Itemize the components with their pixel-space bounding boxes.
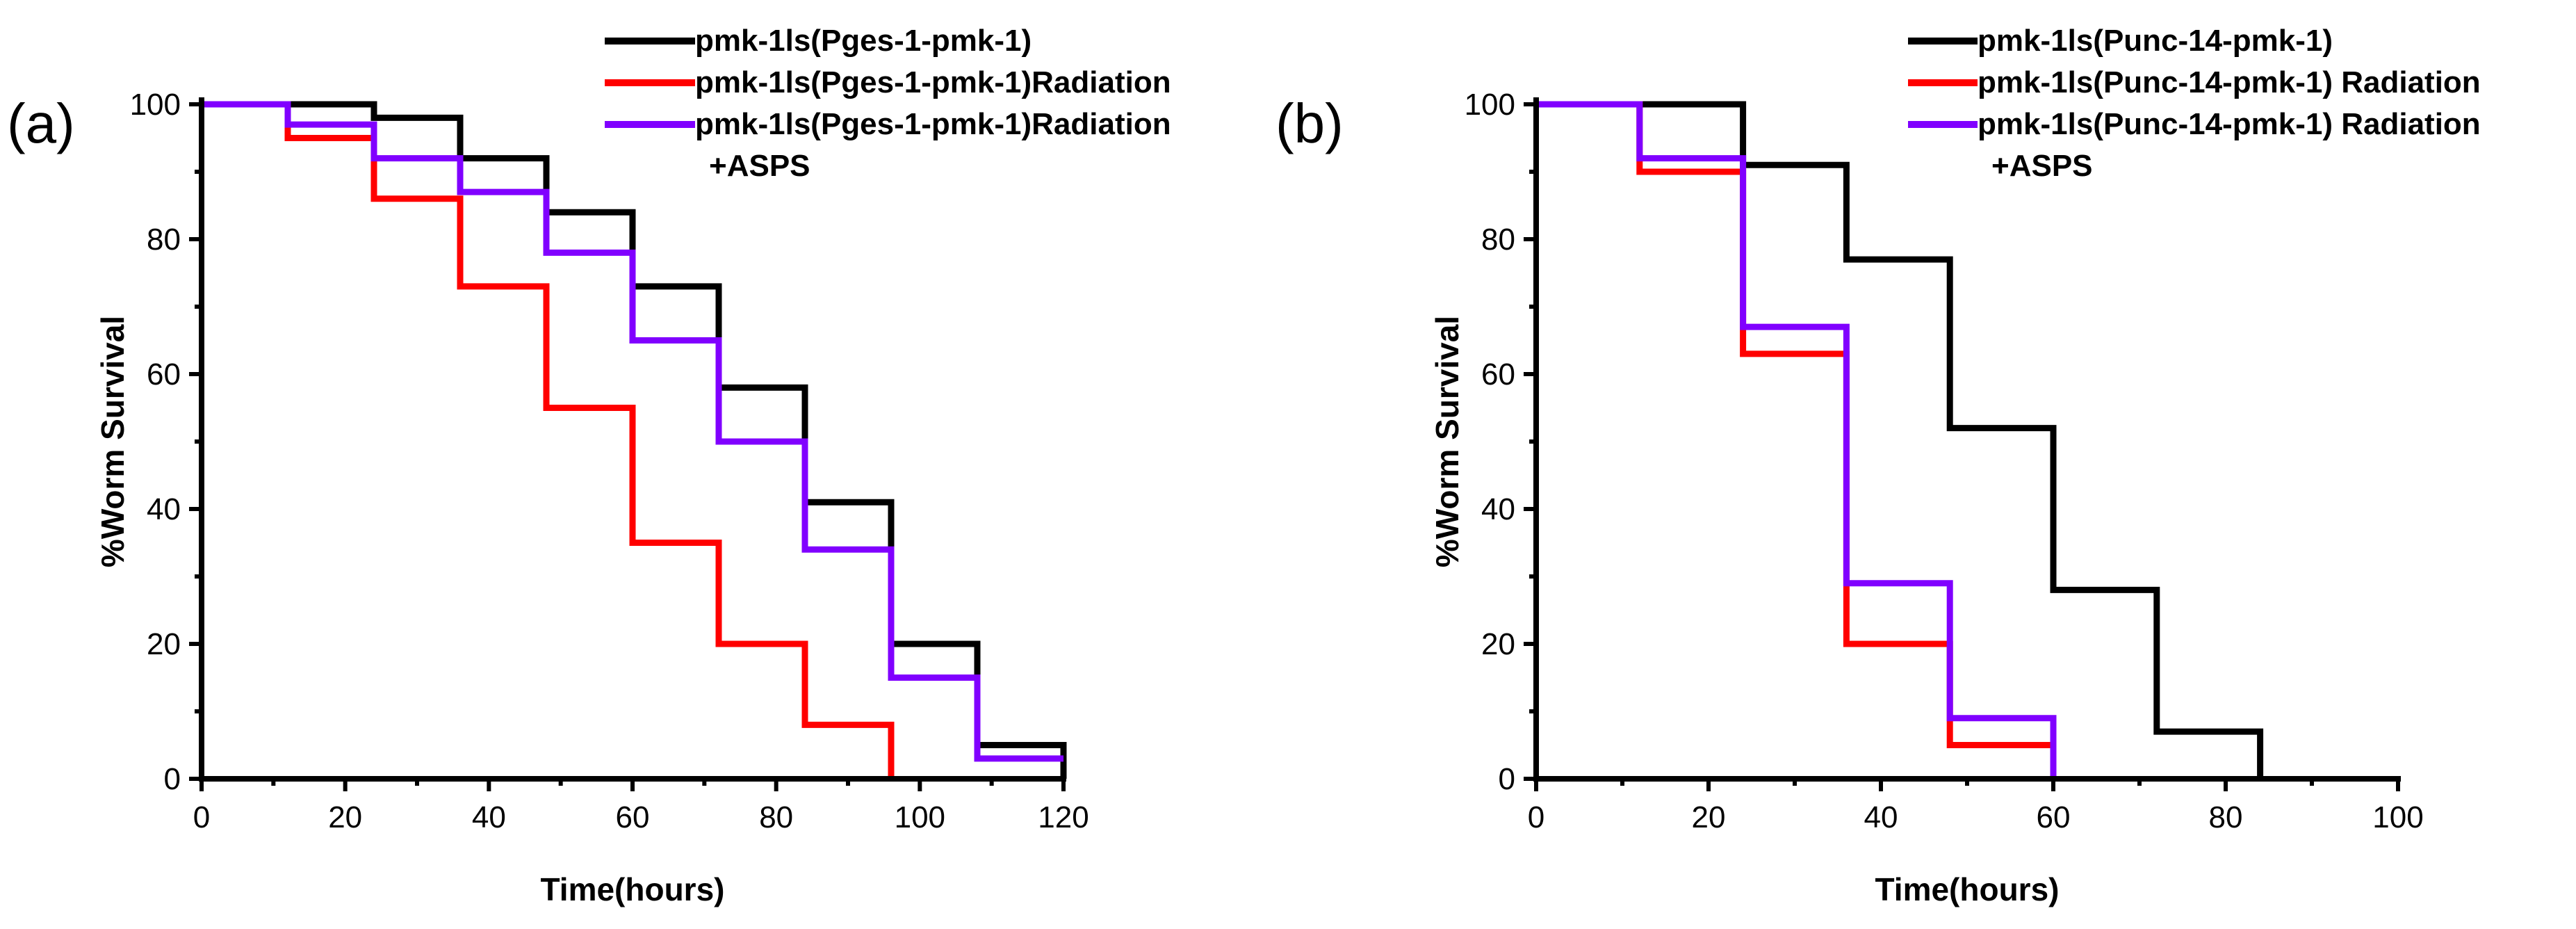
legend-label-2: pmk-1ls(Pges-1-pmk-1)Radiation [695, 65, 1171, 99]
y-tick-label: 100 [1465, 88, 1515, 122]
y-tick-label: 20 [147, 627, 181, 661]
y-tick-label: 60 [1481, 357, 1515, 391]
y-axis-title: %Worm Survival [1429, 316, 1465, 567]
y-tick-label: 0 [164, 762, 181, 796]
x-tick-label: 80 [759, 800, 793, 834]
x-tick-label: 100 [2372, 800, 2423, 834]
legend-label-2: pmk-1ls(Punc-14-pmk-1) Radiation [1978, 65, 2481, 99]
legend-label-3: pmk-1ls(Punc-14-pmk-1) Radiation [1978, 107, 2481, 141]
x-tick-label: 60 [2037, 800, 2071, 834]
y-tick-label: 80 [1481, 223, 1515, 257]
y-tick-label: 100 [130, 88, 181, 122]
x-tick-label: 0 [1528, 800, 1544, 834]
panel-label: (a) [7, 92, 75, 154]
series-line-1 [1536, 101, 2264, 779]
y-tick-label: 40 [147, 492, 181, 526]
y-axis-title: %Worm Survival [95, 316, 131, 567]
legend: pmk-1ls(Punc-14-pmk-1) pmk-1ls(Punc-14-pm… [1908, 24, 2481, 183]
y-tick-label: 60 [147, 357, 181, 391]
y-tick-label: 80 [147, 223, 181, 257]
x-tick-label: 80 [2209, 800, 2243, 834]
x-axis-title: Time(hours) [1875, 871, 2060, 907]
series-line-2 [1536, 101, 2057, 779]
series-line-3 [1536, 101, 2057, 779]
x-tick-label: 120 [1038, 800, 1089, 834]
chart-panel-b: (b) 0 20 40 60 80 100 0 20 40 60 80 100 Time(hours) %W… [1275, 24, 2481, 907]
legend-label-3: pmk-1ls(Pges-1-pmk-1)Radiation [695, 107, 1171, 141]
x-tick-label: 20 [328, 800, 362, 834]
y-tick-label: 0 [1499, 762, 1515, 796]
legend-label-1: pmk-1ls(Pges-1-pmk-1) [695, 24, 1032, 58]
legend: pmk-1ls(Pges-1-pmk-1) pmk-1ls(Pges-1-pmk-… [605, 24, 1171, 183]
series-line-3 [202, 101, 1063, 762]
series-line-1 [202, 101, 1067, 779]
legend-label-3-line2: +ASPS [1991, 149, 2093, 183]
x-tick-label: 60 [616, 800, 650, 834]
legend-label-1: pmk-1ls(Punc-14-pmk-1) [1978, 24, 2333, 58]
x-tick-label: 100 [895, 800, 945, 834]
x-axis-title: Time(hours) [541, 871, 725, 907]
x-tick-label: 40 [1864, 800, 1898, 834]
y-tick-label: 20 [1481, 627, 1515, 661]
chart-panel-a: (a) 0 20 40 60 80 100 0 20 40 60 80 100 120 Time(hours… [7, 24, 1171, 907]
x-tick-label: 40 [472, 800, 506, 834]
series-line-2 [202, 101, 895, 779]
panel-label: (b) [1275, 92, 1344, 154]
x-tick-label: 20 [1692, 800, 1726, 834]
y-tick-label: 40 [1481, 492, 1515, 526]
legend-label-3-line2: +ASPS [709, 149, 810, 183]
x-tick-label: 0 [193, 800, 210, 834]
